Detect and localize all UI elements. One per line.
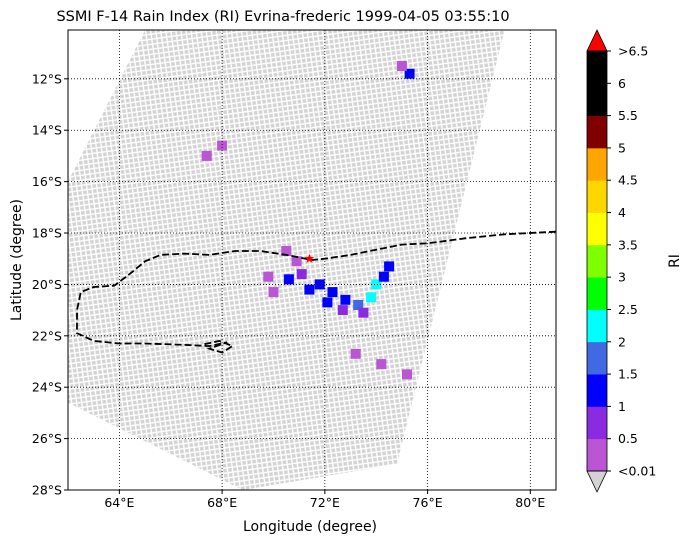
rain-cell [337,305,348,316]
colorbar-tick-label: 5 [618,140,626,155]
rain-cell [322,297,333,308]
y-tick-label: 20°S [32,277,62,292]
plot-frame [67,29,557,491]
rain-cell [396,61,407,71]
rain-cell [366,292,377,303]
colorbar-segment [587,180,607,213]
rain-cell [296,269,307,280]
y-tick-label: 26°S [32,431,62,446]
colorbar-tick-label: 3 [618,270,626,285]
rain-cell [404,68,415,79]
colorbar-tick-label: 1 [618,399,626,414]
rain-cell [353,300,364,310]
y-tick-label: 28°S [32,483,62,498]
colorbar-segment [587,341,607,375]
colorbar-tick-label: 4.5 [618,173,638,188]
satellite-swath [68,30,505,490]
rain-cell [283,274,294,285]
y-axis-label: Latitude (degree) [9,199,25,321]
colorbar-tick-label: 6 [618,76,626,91]
colorbar-segment [587,83,607,117]
colorbar-segment [587,51,607,84]
rain-cell [217,140,228,151]
rain-cell [402,369,412,380]
rain-cells [201,61,415,380]
x-tick-label: 80°E [515,495,545,510]
colorbar-segment [587,309,607,343]
y-tick-label: 14°S [32,123,62,138]
rain-cell [358,307,369,318]
colorbar-label: RI [667,254,683,268]
rain-cell [371,279,382,290]
rain-cell [384,261,395,272]
rain-cell [201,150,212,161]
rain-cell [376,359,387,370]
chart-title: SSMI F-14 Rain Index (RI) Evrina-frederi… [56,9,509,25]
colorbar-segment [587,212,607,246]
storm-track-line [76,230,556,354]
y-tick-label: 18°S [32,226,62,241]
x-tick-label: 72°E [310,495,340,510]
colorbar-tick-label: >6.5 [618,44,648,59]
x-tick-label: 76°E [413,495,443,510]
colorbar-tick-label: 0.5 [618,431,638,446]
rain-cell [291,256,302,267]
rain-cell [314,279,325,290]
rain-cell [304,284,315,295]
y-tick-label: 16°S [32,174,62,189]
colorbar-segment [587,244,607,278]
colorbar-tick-label: 1.5 [618,367,638,382]
colorbar-segment [587,374,607,407]
colorbar-segment [587,406,607,440]
colorbar-segment [587,277,607,310]
rain-cell [350,348,361,359]
colorbar-segment [587,115,607,149]
colorbar-tick-label: 2 [618,334,626,349]
colorbar-under-arrow [586,470,608,493]
colorbar-tick-label: 3.5 [618,237,638,252]
colorbar-tick-label: 4 [618,205,626,220]
y-tick-label: 12°S [32,71,62,86]
rain-cell [327,287,338,298]
colorbar-segment [587,147,607,181]
colorbar: <0.01 0.5 1 1.5 2 2.5 3 3.5 4 4.5 5 5.5 6 >6.5 [586,29,656,493]
grid-lines [68,30,556,490]
rain-cell [268,287,279,298]
rain-cell [263,271,274,282]
x-axis-label: Longitude (degree) [243,519,377,535]
colorbar-tick-label: <0.01 [618,464,656,479]
colorbar-over-arrow [586,29,608,52]
rain-cell [281,246,292,256]
x-tick-label: 68°E [207,495,237,510]
colorbar-tick-label: 5.5 [618,108,638,123]
colorbar-frame [586,50,608,472]
rain-cell [378,271,389,282]
y-axis-ticks: 28°S 26°S 24°S 22°S 20°S 18°S 16°S 14°S 12°S [32,71,68,498]
colorbar-tick-label: 2.5 [618,302,638,317]
y-tick-label: 24°S [32,380,62,395]
x-axis-ticks: 64°E 68°E 72°E 76°E 80°E [104,490,545,510]
y-tick-label: 22°S [32,328,62,343]
storm-center-marker [304,253,315,263]
rain-cell [340,294,351,305]
x-tick-label: 64°E [104,495,134,510]
colorbar-segment [587,438,607,472]
